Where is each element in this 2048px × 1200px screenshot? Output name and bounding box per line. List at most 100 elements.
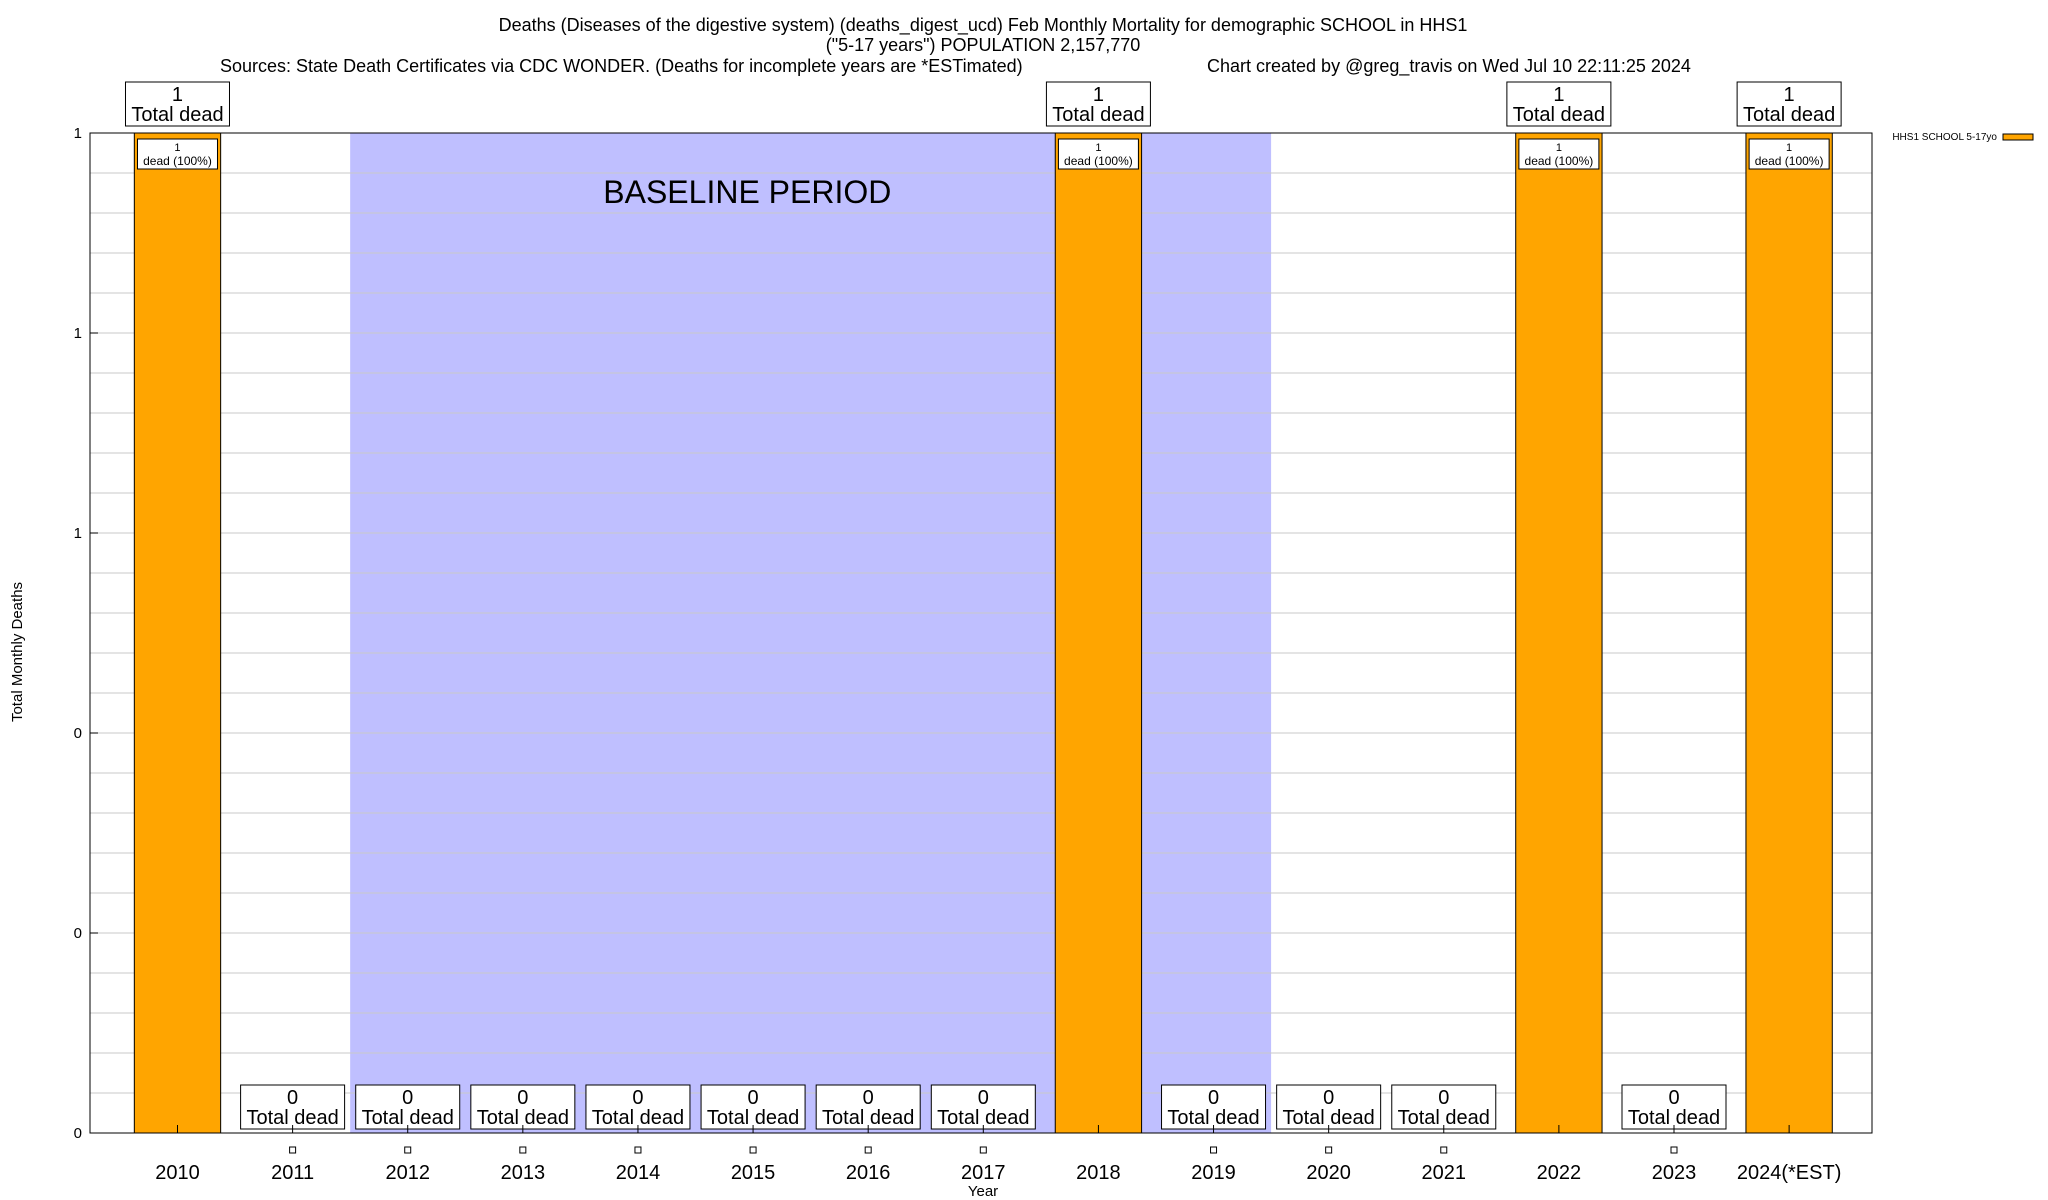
x-axis-label: Year: [968, 1183, 998, 1200]
chart-title-line-3: Sources: State Death Certificates via CD…: [220, 56, 1023, 76]
total-label-box: [1736, 81, 1842, 127]
total-label-box: [930, 1084, 1036, 1130]
bar: [1054, 132, 1143, 1134]
total-label-value: 1: [1093, 84, 1104, 106]
total-label-text: Total dead: [1052, 104, 1144, 126]
segment-label-box: [1518, 138, 1600, 170]
total-label-value: 0: [1323, 1087, 1334, 1109]
y-tick-label: 0: [74, 925, 82, 942]
total-label-text: Total dead: [822, 1107, 914, 1129]
y-tick-label: 1: [74, 325, 82, 342]
bar: [133, 132, 222, 1134]
total-label-text: Total dead: [1513, 104, 1605, 126]
y-tick-label: 1: [74, 525, 82, 542]
x-tick-label: 2020: [1306, 1162, 1351, 1184]
total-label-value: 1: [1553, 84, 1564, 106]
total-label-box: [1621, 1084, 1727, 1130]
axis-layer: 2010 2011 2012 2013 2014 2015 2016 2017 2018 2019…: [74, 125, 1873, 1184]
segment-label-count: 1: [174, 142, 180, 154]
y-tick-label: 0: [74, 725, 82, 742]
x-tick-label: 2015: [731, 1162, 776, 1184]
total-label-box: [1045, 81, 1151, 127]
y-tick-label: 1: [74, 125, 82, 142]
total-label-box: [355, 1084, 461, 1130]
total-label-text: Total dead: [1167, 1107, 1259, 1129]
total-label-value: 0: [1668, 1087, 1679, 1109]
total-label-value: 0: [1438, 1087, 1449, 1109]
segment-label-box: [1748, 138, 1830, 170]
total-label-value: 0: [287, 1087, 298, 1109]
x-tick-label: 2016: [846, 1162, 891, 1184]
bar: [1745, 132, 1833, 1134]
total-label-box: [124, 81, 230, 127]
chart-title-line-1: Deaths (Diseases of the digestive system…: [499, 15, 1468, 36]
segment-label: dead (100%): [1755, 154, 1824, 168]
x-tick-label: 2014: [616, 1162, 661, 1184]
total-label-text: Total dead: [477, 1107, 569, 1129]
bar: [1515, 132, 1603, 1134]
x-tick-label: 2018: [1076, 1162, 1121, 1184]
zero-marker: [519, 1146, 527, 1154]
total-label-text: Total dead: [1628, 1107, 1720, 1129]
segment-label: dead (100%): [143, 154, 212, 168]
chart-title-line-2: ("5-17 years") POPULATION 2,157,770: [826, 35, 1141, 55]
x-tick-label: 2022: [1537, 1162, 1582, 1184]
x-tick-label: 2023: [1652, 1162, 1697, 1184]
x-tick-label: 2017: [961, 1162, 1006, 1184]
total-label-box: [1161, 1084, 1267, 1130]
x-tick-label: 2013: [501, 1162, 546, 1184]
x-tick-label: 2012: [385, 1162, 430, 1184]
y-tick-label: 0: [74, 1125, 82, 1142]
legend-label: HHS1 SCHOOL 5-17yo: [1892, 132, 1997, 143]
total-label-box: [240, 1084, 346, 1130]
legend-swatch: [2002, 133, 2034, 141]
total-label-value: 0: [863, 1087, 874, 1109]
total-label-text: Total dead: [1283, 1107, 1375, 1129]
total-label-value: 0: [748, 1087, 759, 1109]
baseline-period-label: BASELINE PERIOD: [603, 174, 891, 210]
zero-marker: [1210, 1146, 1218, 1154]
zero-marker: [1670, 1146, 1678, 1154]
total-label-value: 0: [978, 1087, 989, 1109]
segment-label-count: 1: [1556, 142, 1562, 154]
segment-label-count: 1: [1786, 142, 1792, 154]
total-label-box: [1506, 81, 1612, 127]
total-label-box: [470, 1084, 576, 1130]
zero-marker: [1440, 1146, 1448, 1154]
total-label-text: Total dead: [937, 1107, 1029, 1129]
zero-marker: [864, 1146, 872, 1154]
total-label-box: [700, 1084, 806, 1130]
total-label-box: [585, 1084, 691, 1130]
total-label-text: Total dead: [1398, 1107, 1490, 1129]
y-axis-label: Total Monthly Deaths: [9, 582, 26, 722]
x-tick-label: 2019: [1191, 1162, 1236, 1184]
total-label-text: Total dead: [1743, 104, 1835, 126]
plot-frame: [89, 132, 1873, 1134]
chart-credit: Chart created by @greg_travis on Wed Jul…: [1207, 56, 1691, 77]
bar-layer: [133, 132, 1833, 1134]
segment-label-box: [136, 138, 218, 170]
total-label-value: 1: [172, 84, 183, 106]
total-label-value: 0: [632, 1087, 643, 1109]
total-label-text: Total dead: [131, 104, 223, 126]
zero-marker: [979, 1146, 987, 1154]
zero-marker: [634, 1146, 642, 1154]
total-label-value: 1: [1784, 84, 1795, 106]
total-label-text: Total dead: [246, 1107, 338, 1129]
total-label-text: Total dead: [707, 1107, 799, 1129]
segment-label-box: [1057, 138, 1139, 170]
x-tick-label: 2021: [1422, 1162, 1467, 1184]
total-label-value: 0: [402, 1087, 413, 1109]
x-tick-label: 2010: [155, 1162, 200, 1184]
total-label-box: [815, 1084, 921, 1130]
zero-marker: [289, 1146, 297, 1154]
zero-marker: [404, 1146, 412, 1154]
zero-marker: [1325, 1146, 1333, 1154]
total-label-value: 0: [517, 1087, 528, 1109]
total-label-value: 0: [1208, 1087, 1219, 1109]
total-label-text: Total dead: [362, 1107, 454, 1129]
zero-marker: [749, 1146, 757, 1154]
segment-label: dead (100%): [1525, 154, 1594, 168]
total-label-text: Total dead: [592, 1107, 684, 1129]
